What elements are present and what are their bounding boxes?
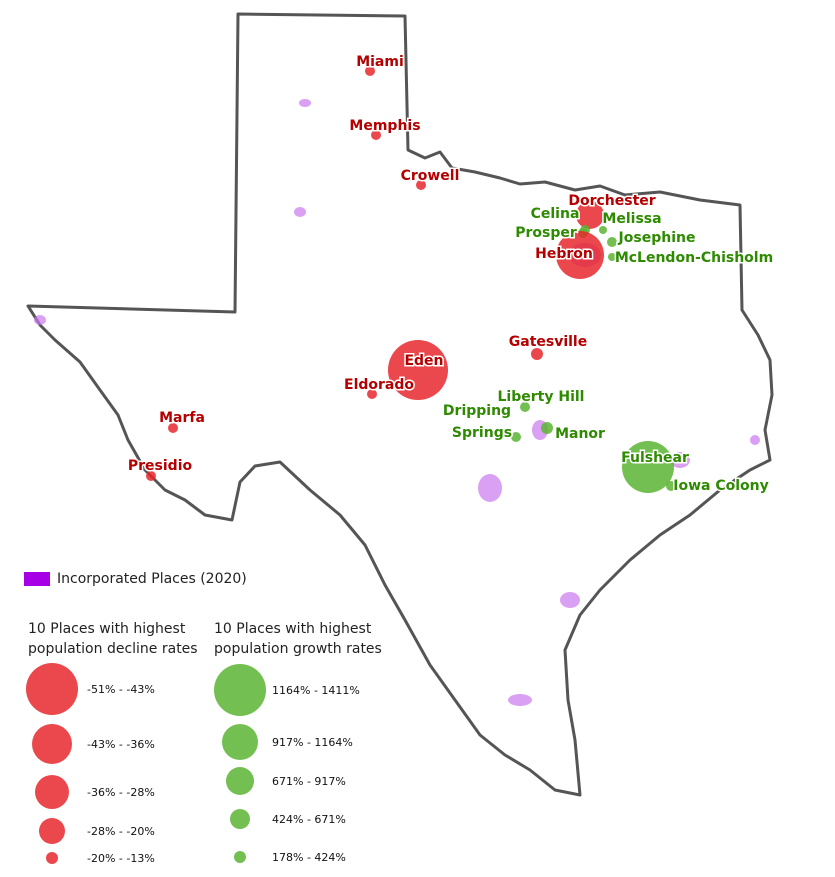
place-label: Josephine xyxy=(618,230,696,246)
legend-label: Incorporated Places (2020) xyxy=(57,571,247,587)
place-marker xyxy=(666,481,676,491)
place-label: Springs xyxy=(452,425,512,441)
place-marker xyxy=(608,253,616,261)
place-label: Iowa Colony xyxy=(673,478,768,494)
place-label: Manor xyxy=(555,426,605,442)
place-label: Eldorado xyxy=(344,377,414,393)
place-label: Marfa xyxy=(159,410,205,426)
place-marker xyxy=(556,231,604,279)
legend-symbol xyxy=(39,818,65,844)
legend-class: -51% - -43% xyxy=(87,683,155,696)
place-marker xyxy=(576,201,604,229)
place-marker xyxy=(607,237,617,247)
legend-title: population decline rates xyxy=(28,641,198,657)
place-label: Eden xyxy=(404,353,443,369)
place-marker xyxy=(367,389,377,399)
legend-symbol xyxy=(214,664,266,716)
place-label: Melissa xyxy=(602,211,661,227)
incorporated-swatch xyxy=(24,572,50,586)
place-label: McLendon-Chisholm xyxy=(615,250,773,266)
place-marker xyxy=(599,226,607,234)
place-marker xyxy=(416,180,426,190)
place-label: Dripping xyxy=(443,403,511,419)
place-marker xyxy=(520,402,530,412)
legend-title: population growth rates xyxy=(214,641,382,657)
legend-class: -36% - -28% xyxy=(87,786,155,799)
place-marker xyxy=(531,348,543,360)
place-label: Fulshear xyxy=(621,450,689,466)
legend-class: -43% - -36% xyxy=(87,738,155,751)
place-marker xyxy=(511,432,521,442)
place-label: Miami xyxy=(356,54,404,70)
place-marker xyxy=(365,66,375,76)
place-marker xyxy=(541,422,553,434)
legend-class: 1164% - 1411% xyxy=(272,684,360,697)
place-label: Hebron xyxy=(535,246,593,262)
legend-title: 10 Places with highest xyxy=(214,621,372,637)
place-label: Crowell xyxy=(401,168,460,184)
place-label: Presidio xyxy=(128,458,193,474)
legend-symbol xyxy=(222,724,258,760)
legend-symbol xyxy=(35,775,69,809)
legend-class: 917% - 1164% xyxy=(272,736,353,749)
place-marker xyxy=(371,130,381,140)
place-marker xyxy=(146,471,156,481)
place-label: Celina xyxy=(531,206,580,222)
place-label: Prosper xyxy=(515,225,577,241)
legend-symbol xyxy=(230,809,250,829)
legend-symbol xyxy=(32,724,72,764)
legend-class: 424% - 671% xyxy=(272,813,346,826)
legend-class: -20% - -13% xyxy=(87,852,155,865)
legend-symbol xyxy=(26,663,78,715)
legend-class: 671% - 917% xyxy=(272,775,346,788)
place-marker xyxy=(622,441,674,493)
place-label: Liberty Hill xyxy=(498,389,585,405)
legend-symbol xyxy=(226,767,254,795)
place-marker xyxy=(388,340,448,400)
place-label: Gatesville xyxy=(509,334,587,350)
legend-class: 178% - 424% xyxy=(272,851,346,864)
legend-symbol xyxy=(234,851,246,863)
legend-class: -28% - -20% xyxy=(87,825,155,838)
place-label: Dorchester xyxy=(568,193,655,209)
place-marker xyxy=(168,423,178,433)
legend-symbol xyxy=(46,852,58,864)
place-label: Memphis xyxy=(349,118,420,134)
legend-title: 10 Places with highest xyxy=(28,621,186,637)
